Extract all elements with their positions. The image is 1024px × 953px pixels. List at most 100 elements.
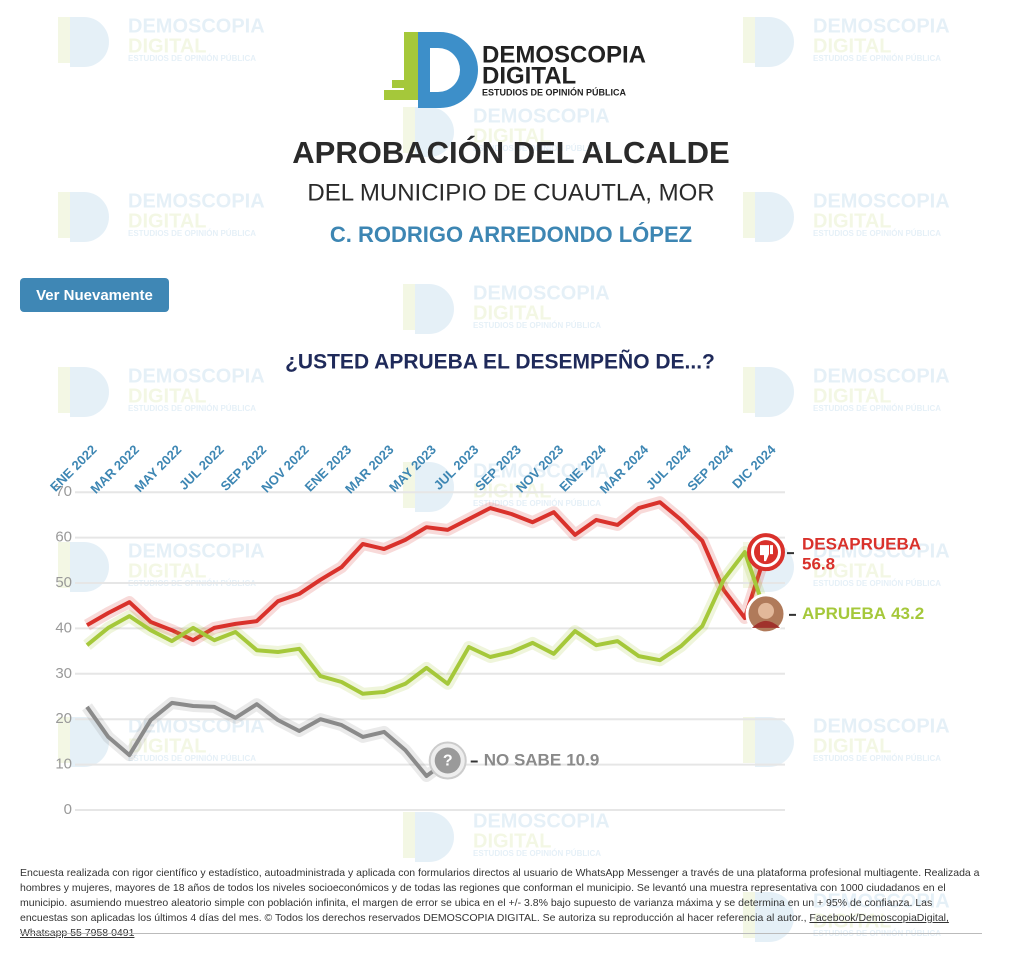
watermark-text: ESTUDIOS DE OPINIÓN PÚBLICA — [473, 321, 601, 330]
watermark-mark — [415, 284, 454, 334]
watermark-text: DEMOSCOPIA — [128, 190, 265, 212]
watermark-text: DIGITAL — [813, 210, 892, 232]
watermark-text: DIGITAL — [128, 560, 207, 582]
watermark-mark — [403, 107, 415, 153]
question: ¿USTED APRUEBA EL DESEMPEÑO DE...? — [285, 351, 715, 374]
watermark-mark — [58, 542, 70, 588]
logo-mark — [430, 48, 460, 92]
watermark-mark — [755, 367, 794, 417]
watermark-mark — [415, 812, 454, 862]
y-tick-label: 0 — [64, 801, 72, 818]
watermark-mark — [743, 892, 755, 938]
watermark-text: DEMOSCOPIA — [473, 282, 610, 304]
y-tick-label: 20 — [55, 710, 72, 727]
watermark-text: DIGITAL — [128, 735, 207, 757]
watermark-mark — [58, 367, 70, 413]
replay-button[interactable]: Ver Nuevamente — [20, 278, 169, 312]
watermark-text: DIGITAL — [813, 35, 892, 57]
end-value-label: 56.8 — [802, 555, 835, 574]
avatar-body — [752, 620, 780, 628]
footer: Encuesta realizada con rigor científico … — [20, 866, 980, 941]
watermark-text: DIGITAL — [473, 125, 552, 147]
watermark-text: ESTUDIOS DE OPINIÓN PÚBLICA — [813, 579, 941, 588]
watermark-text: DIGITAL — [813, 910, 892, 932]
watermark-mark — [70, 192, 109, 242]
watermark-text: DIGITAL — [473, 830, 552, 852]
logo-mark — [392, 80, 404, 88]
watermark-text: DEMOSCOPIA — [128, 365, 265, 387]
button-bg[interactable] — [20, 278, 169, 312]
watermark-text: DEMOSCOPIA — [813, 365, 950, 387]
y-tick-label: 30 — [55, 665, 72, 682]
watermark-mark — [70, 542, 109, 592]
watermark-text: DIGITAL — [813, 385, 892, 407]
watermark-text: DIGITAL — [813, 735, 892, 757]
legend-label: APRUEBA 43.2 — [802, 604, 924, 623]
watermark-text: DIGITAL — [128, 35, 207, 57]
person-name: C. RODRIGO ARREDONDO LÓPEZ — [330, 222, 692, 247]
logo-mark — [384, 90, 404, 100]
watermark-text: ESTUDIOS DE OPINIÓN PÚBLICA — [813, 754, 941, 763]
watermark-text: ESTUDIOS DE OPINIÓN PÚBLICA — [128, 229, 256, 238]
end-value-label: 10.9 — [566, 751, 599, 770]
watermark-text: ESTUDIOS DE OPINIÓN PÚBLICA — [813, 404, 941, 413]
watermark-text: DEMOSCOPIA — [128, 15, 265, 37]
logo-mark — [404, 32, 418, 100]
end-marker: APRUEBA 43.2 — [745, 593, 924, 635]
watermark-text: DEMOSCOPIA — [813, 190, 950, 212]
watermark-text: ESTUDIOS DE OPINIÓN PÚBLICA — [128, 754, 256, 763]
footer-link[interactable]: Facebook/DemoscopiaDigital, — [809, 912, 949, 924]
watermark-mark — [70, 17, 109, 67]
watermark-mark — [743, 17, 755, 63]
watermark-mark — [58, 192, 70, 238]
watermark-text: DIGITAL — [128, 210, 207, 232]
watermark-mark — [58, 717, 70, 763]
watermark-text: ESTUDIOS DE OPINIÓN PÚBLICA — [128, 54, 256, 63]
watermark-text: DIGITAL — [813, 560, 892, 582]
watermark-text: DEMOSCOPIA — [813, 15, 950, 37]
watermark-mark — [755, 892, 794, 942]
series-line — [85, 550, 768, 696]
watermark-mark — [743, 717, 755, 763]
button-label[interactable]: Ver Nuevamente — [36, 287, 153, 304]
logo-name: DIGITAL — [482, 62, 576, 89]
watermark-mark — [755, 717, 794, 767]
watermark-text: ESTUDIOS DE OPINIÓN PÚBLICA — [813, 54, 941, 63]
watermark-text: DEMOSCOPIA — [473, 810, 610, 832]
watermark-text: ESTUDIOS DE OPINIÓN PÚBLICA — [473, 144, 601, 153]
chart-subtitle: DEL MUNICIPIO DE CUAUTLA, MOR — [307, 179, 714, 206]
watermark-mark — [403, 284, 415, 330]
watermark-text: DEMOSCOPIA — [128, 715, 265, 737]
thumb-icon — [760, 545, 773, 562]
x-tick-label: DIC 2024 — [729, 441, 779, 491]
watermark-text: DEMOSCOPIA — [128, 540, 265, 562]
series-line — [85, 700, 449, 778]
x-tick-label: MAY 2022 — [131, 442, 184, 495]
watermark-mark — [755, 17, 794, 67]
watermark-mark — [743, 192, 755, 238]
watermark-mark — [70, 367, 109, 417]
watermark-text: DEMOSCOPIA — [813, 890, 950, 912]
watermark-mark — [415, 462, 454, 512]
x-tick-label: SEP 2024 — [684, 441, 736, 493]
help-icon: ? — [443, 753, 453, 770]
legend-label: NO SABE 10.9 — [484, 751, 600, 770]
watermark-mark — [415, 107, 454, 157]
y-tick-label: 70 — [55, 483, 72, 500]
y-tick-label: 50 — [55, 574, 72, 591]
logo-name: DEMOSCOPIA — [482, 41, 646, 68]
